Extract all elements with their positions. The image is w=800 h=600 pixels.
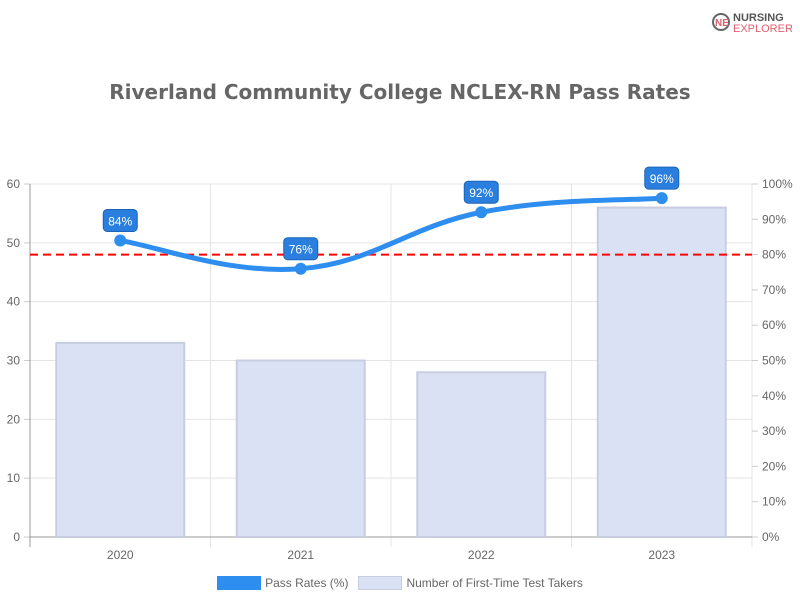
left-tick-label: 50 [7, 236, 21, 250]
left-tick-label: 30 [7, 354, 21, 368]
legend-swatch [358, 576, 403, 590]
data-point-2020 [114, 234, 127, 247]
data-label: 96% [650, 172, 674, 186]
legend-item-pass-rates[interactable]: Pass Rates (%) [217, 576, 348, 590]
bar-2022 [416, 371, 547, 538]
right-tick-label: 70% [762, 283, 786, 297]
data-label: 84% [108, 214, 132, 228]
legend: Pass Rates (%) Number of First-Time Test… [0, 576, 800, 590]
x-tick-label: 2021 [287, 548, 314, 562]
nursing-explorer-logo: NE NURSING EXPLORER [712, 12, 793, 35]
data-point-2021 [294, 262, 307, 275]
right-tick-label: 90% [762, 212, 786, 226]
legend-item-test-takers[interactable]: Number of First-Time Test Takers [358, 576, 583, 590]
svg-text:EXPLORER: EXPLORER [733, 23, 793, 35]
bar-2020 [55, 341, 186, 538]
svg-text:NURSING: NURSING [733, 12, 784, 24]
x-tick-label: 2020 [107, 548, 134, 562]
bar-2023 [596, 206, 727, 539]
right-tick-label: 100% [762, 177, 793, 191]
left-tick-label: 0 [13, 530, 20, 544]
legend-label: Pass Rates (%) [265, 576, 349, 590]
left-tick-label: 20 [7, 412, 21, 426]
data-point-2022 [475, 206, 488, 219]
data-point-2023 [655, 192, 668, 205]
data-label-box [644, 166, 680, 190]
right-tick-label: 40% [762, 389, 786, 403]
legend-label: Number of First-Time Test Takers [406, 576, 583, 590]
right-tick-label: 30% [762, 424, 786, 438]
left-tick-label: 10 [7, 471, 21, 485]
svg-text:NE: NE [715, 18, 729, 29]
right-tick-label: 50% [762, 354, 786, 368]
data-label-box [463, 180, 499, 204]
right-tick-label: 0% [762, 530, 780, 544]
data-label: 92% [469, 186, 493, 200]
left-tick-label: 40 [7, 295, 21, 309]
right-tick-label: 20% [762, 459, 786, 473]
data-label-box [102, 208, 138, 232]
data-label-box [283, 237, 319, 261]
pass-rate-line [119, 195, 662, 272]
right-tick-label: 10% [762, 495, 786, 509]
chart-title: Riverland Community College NCLEX-RN Pas… [109, 80, 691, 104]
left-tick-label: 60 [7, 177, 21, 191]
data-label: 76% [289, 243, 313, 257]
right-tick-label: 60% [762, 318, 786, 332]
x-tick-label: 2022 [468, 548, 495, 562]
legend-swatch [217, 576, 262, 590]
right-tick-label: 80% [762, 248, 786, 262]
bar-2021 [235, 359, 366, 538]
x-tick-label: 2023 [648, 548, 675, 562]
